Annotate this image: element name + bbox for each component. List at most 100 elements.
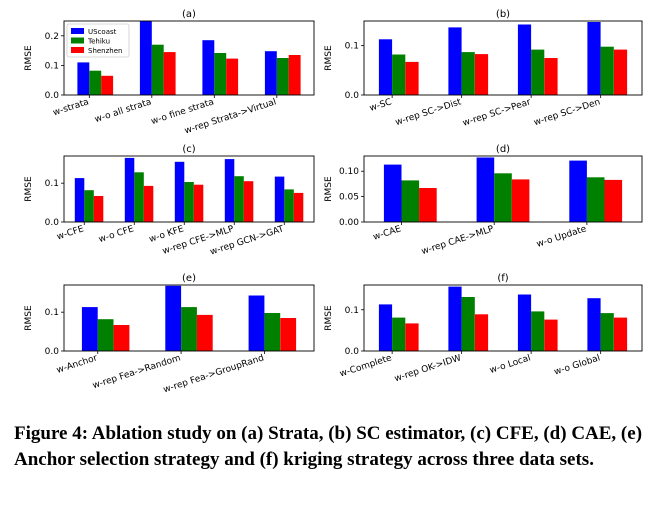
bar-uscoast-0 — [74, 178, 85, 222]
bar-shenzhen-0 — [93, 196, 104, 222]
x-tick-label: w-o all strata — [94, 97, 153, 125]
bar-shenzhen-4 — [293, 192, 304, 222]
bar-tehiku-2 — [264, 313, 281, 351]
bar-uscoast-0 — [77, 62, 90, 95]
bar-shenzhen-1 — [511, 179, 530, 222]
bar-tehiku-3 — [600, 313, 614, 351]
chart-panel-3: w-CAE w-rep CAE->MLP w-o Update 0.00 0.05 0.1… — [324, 144, 643, 257]
bar-tehiku-1 — [181, 307, 197, 351]
axes-frame — [363, 155, 643, 223]
bar-tehiku-2 — [531, 311, 545, 351]
bar-uscoast-2 — [174, 161, 185, 222]
legend-entry: Tehiku — [87, 38, 110, 46]
panel-title: (e) — [182, 273, 196, 284]
bar-tehiku-0 — [392, 317, 406, 351]
bar-uscoast-2 — [517, 24, 532, 95]
y-tick-label: 0.0 — [345, 91, 360, 101]
y-axis-label: RMSE — [324, 305, 334, 331]
bar-tehiku-1 — [494, 173, 512, 222]
bar-tehiku-0 — [89, 70, 102, 95]
x-tick-label: w-o Local — [489, 353, 532, 376]
bar-tehiku-3 — [234, 176, 244, 222]
bar-uscoast-4 — [274, 176, 285, 222]
bar-shenzhen-1 — [163, 52, 176, 95]
bar-uscoast-3 — [587, 298, 601, 351]
chart-panel-5: w-Complete w-rep OK->IDW w-o Local w-o Glob… — [324, 273, 643, 384]
bar-uscoast-0 — [378, 39, 393, 95]
legend-swatch — [71, 37, 84, 44]
bar-uscoast-2 — [517, 294, 532, 351]
legend-entry: Shenzhen — [88, 47, 122, 55]
figure-caption: Figure 4: Ablation study on (a) Strata, … — [14, 423, 643, 470]
y-tick-label: 0.2 — [45, 32, 59, 42]
bar-shenzhen-1 — [474, 314, 489, 351]
axes-frame — [63, 284, 315, 352]
y-tick-label: 0.0 — [45, 218, 60, 228]
bar-uscoast-0 — [81, 307, 98, 351]
bar-tehiku-2 — [184, 182, 194, 222]
bar-tehiku-2 — [214, 53, 227, 95]
axes-frame — [63, 20, 315, 96]
bar-tehiku-1 — [461, 297, 475, 351]
x-tick-label: w-rep SC->Dist — [394, 97, 463, 128]
bar-uscoast-1 — [476, 157, 495, 222]
bar-uscoast-2 — [569, 160, 587, 222]
bar-uscoast-1 — [139, 21, 152, 95]
chart-panel-1: w-SC w-rep SC->Dist w-rep SC->Pear w-rep SC… — [324, 9, 643, 129]
bar-uscoast-2 — [248, 295, 265, 351]
x-tick-label: w-Anchor — [56, 353, 99, 376]
y-tick-label: 0.1 — [345, 42, 359, 52]
bar-tehiku-3 — [276, 58, 289, 95]
x-tick-label: w-o Update — [535, 224, 588, 250]
x-tick-label: w-o Global — [553, 353, 602, 377]
bar-shenzhen-3 — [613, 49, 628, 95]
bar-tehiku-0 — [97, 319, 114, 351]
bar-uscoast-1 — [124, 157, 135, 222]
bar-tehiku-2 — [531, 49, 545, 95]
bar-uscoast-3 — [587, 22, 601, 95]
x-tick-label: w-rep CAE->MLP — [420, 224, 495, 257]
legend-swatch — [71, 47, 84, 53]
x-tick-label: w-CAE — [372, 224, 403, 242]
y-axis-label: RMSE — [24, 45, 34, 71]
bar-uscoast-2 — [202, 40, 215, 95]
bar-shenzhen-2 — [604, 179, 623, 222]
y-tick-label: 0.1 — [45, 61, 59, 71]
bar-shenzhen-3 — [243, 181, 254, 222]
legend-entry: UScoast — [88, 28, 117, 36]
axes-frame — [363, 284, 643, 352]
bar-shenzhen-0 — [101, 75, 114, 95]
bar-shenzhen-0 — [419, 188, 437, 222]
y-axis-label: RMSE — [24, 305, 34, 331]
x-tick-label: w-rep OK->IDW — [393, 353, 462, 384]
bar-uscoast-1 — [448, 27, 462, 95]
bar-shenzhen-0 — [405, 61, 419, 95]
bar-shenzhen-2 — [544, 58, 558, 95]
bar-shenzhen-3 — [613, 317, 628, 351]
axes-frame — [63, 155, 315, 223]
bar-tehiku-2 — [586, 177, 605, 222]
bar-tehiku-0 — [401, 180, 420, 222]
bar-shenzhen-2 — [193, 184, 204, 222]
bar-uscoast-1 — [165, 285, 182, 351]
bar-shenzhen-1 — [474, 54, 489, 95]
bar-shenzhen-2 — [544, 319, 558, 351]
bar-tehiku-4 — [284, 189, 294, 222]
y-tick-label: 0.10 — [339, 167, 359, 177]
x-tick-label: w-rep SC->Pear — [462, 97, 533, 129]
y-tick-label: 0.1 — [345, 306, 359, 316]
panel-title: (b) — [496, 9, 510, 20]
bar-uscoast-3 — [224, 159, 235, 222]
bar-shenzhen-2 — [226, 58, 239, 95]
bar-shenzhen-3 — [288, 55, 301, 95]
y-axis-label: RMSE — [324, 176, 334, 202]
bar-shenzhen-0 — [113, 325, 130, 351]
bar-uscoast-0 — [378, 304, 393, 351]
bar-shenzhen-1 — [143, 185, 154, 222]
bar-tehiku-1 — [134, 172, 144, 222]
